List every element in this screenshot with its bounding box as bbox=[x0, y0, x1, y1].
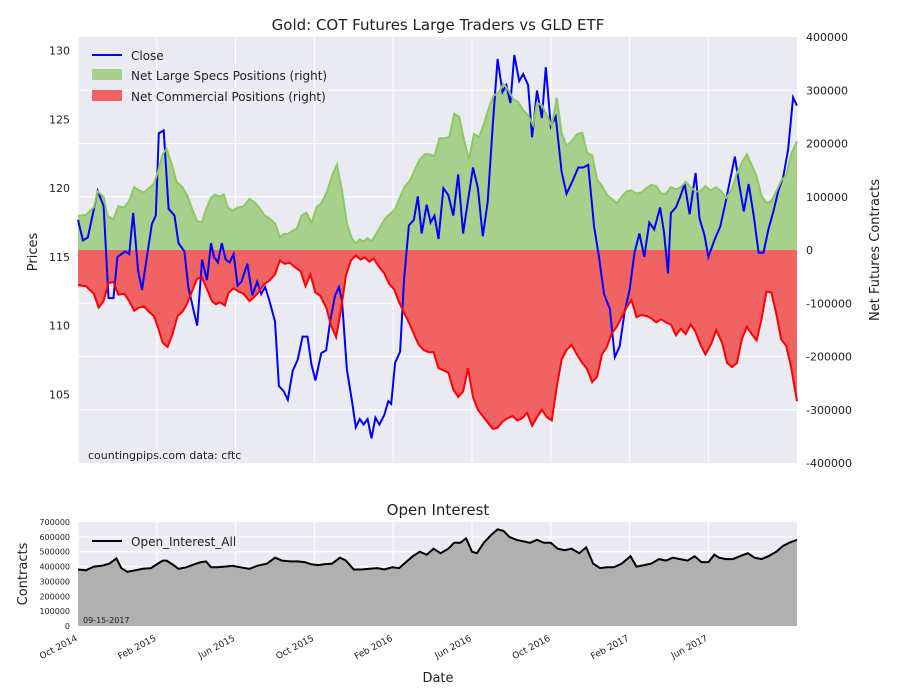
main-left-tick-4: 125 bbox=[49, 113, 70, 126]
net-large-specs-area bbox=[78, 83, 797, 251]
date-note: 09-15-2017 bbox=[83, 616, 130, 625]
main-right-tick-labels: -400000 -300000 -200000 -100000 0 100000 20000… bbox=[806, 31, 852, 470]
main-left-tick-2: 115 bbox=[49, 251, 70, 264]
main-right-tick-5: 100000 bbox=[806, 191, 848, 204]
oi-legend: Open_Interest_All bbox=[92, 535, 236, 549]
oi-tick-5: 500000 bbox=[39, 548, 70, 557]
main-right-tick-7: 300000 bbox=[806, 84, 848, 97]
main-right-tick-0: -400000 bbox=[806, 457, 852, 470]
oi-tick-labels: 0 100000 200000 300000 400000 500000 600000 700… bbox=[39, 518, 70, 631]
net-commercial-area bbox=[78, 250, 797, 429]
main-left-tick-3: 120 bbox=[49, 182, 70, 195]
oi-y-axis-label: Contracts bbox=[16, 542, 31, 605]
date-tick-0: Oct 2014 bbox=[38, 634, 79, 662]
date-tick-8: Jun 2017 bbox=[669, 634, 710, 662]
open-interest-panel: 0 100000 200000 300000 400000 500000 600000 700… bbox=[16, 501, 798, 686]
date-tick-1: Feb 2015 bbox=[117, 634, 159, 662]
net-large-specs-line bbox=[77, 82, 798, 246]
legend-commercial-label: Net Commercial Positions (right) bbox=[131, 90, 326, 104]
oi-tick-3: 300000 bbox=[39, 577, 70, 586]
oi-tick-0: 0 bbox=[65, 622, 70, 631]
main-right-tick-8: 400000 bbox=[806, 31, 848, 44]
legend-commercial-swatch bbox=[92, 90, 122, 101]
close-series-line bbox=[77, 54, 798, 439]
main-right-tick-6: 200000 bbox=[806, 138, 848, 151]
main-left-tick-0: 105 bbox=[49, 388, 70, 401]
oi-tick-6: 600000 bbox=[39, 533, 70, 542]
legend-oi-label: Open_Interest_All bbox=[131, 535, 236, 549]
main-left-tick-5: 130 bbox=[49, 45, 70, 58]
date-tick-4: Feb 2016 bbox=[353, 634, 395, 663]
date-tick-6: Oct 2016 bbox=[511, 634, 552, 662]
oi-tick-4: 400000 bbox=[39, 563, 70, 572]
date-tick-5: Jun 2016 bbox=[433, 634, 474, 662]
legend-close-label: Close bbox=[131, 49, 164, 63]
net-commercial-line bbox=[77, 253, 798, 431]
oi-tick-2: 200000 bbox=[39, 592, 70, 601]
main-right-axis-label: Net Futures Contracts bbox=[868, 179, 883, 321]
main-y-axis-label: Prices bbox=[26, 233, 41, 272]
main-right-tick-4: 0 bbox=[806, 244, 813, 257]
main-left-tick-labels: 105 110 115 120 125 130 bbox=[49, 45, 70, 402]
open-interest-area bbox=[78, 529, 797, 626]
oi-tick-7: 700000 bbox=[39, 518, 70, 527]
legend-specs-swatch bbox=[92, 69, 122, 80]
main-right-tick-3: -100000 bbox=[806, 297, 852, 310]
legend-specs-label: Net Large Specs Positions (right) bbox=[131, 69, 327, 83]
date-tick-7: Feb 2017 bbox=[589, 634, 631, 662]
date-tick-3: Oct 2015 bbox=[275, 634, 316, 662]
main-left-tick-1: 110 bbox=[49, 320, 70, 333]
open-interest-line bbox=[77, 528, 798, 573]
oi-x-axis-label: Date bbox=[422, 671, 453, 686]
oi-chart-title: Open Interest bbox=[387, 501, 490, 519]
oi-tick-1: 100000 bbox=[39, 607, 70, 616]
main-chart-title: Gold: COT Futures Large Traders vs GLD E… bbox=[272, 16, 605, 34]
source-note: countingpips.com data: cftc bbox=[88, 449, 241, 462]
main-right-tick-2: -200000 bbox=[806, 351, 852, 364]
main-panel: 105 110 115 120 125 130 -400000 -300000 -200000… bbox=[26, 16, 883, 470]
main-right-tick-1: -300000 bbox=[806, 404, 852, 417]
date-tick-labels: Oct 2014 Feb 2015 Jun 2015 Oct 2015 Feb 2016… bbox=[38, 634, 710, 663]
main-legend: Close Net Large Specs Positions (right) … bbox=[92, 49, 327, 104]
date-tick-2: Jun 2015 bbox=[196, 634, 237, 662]
